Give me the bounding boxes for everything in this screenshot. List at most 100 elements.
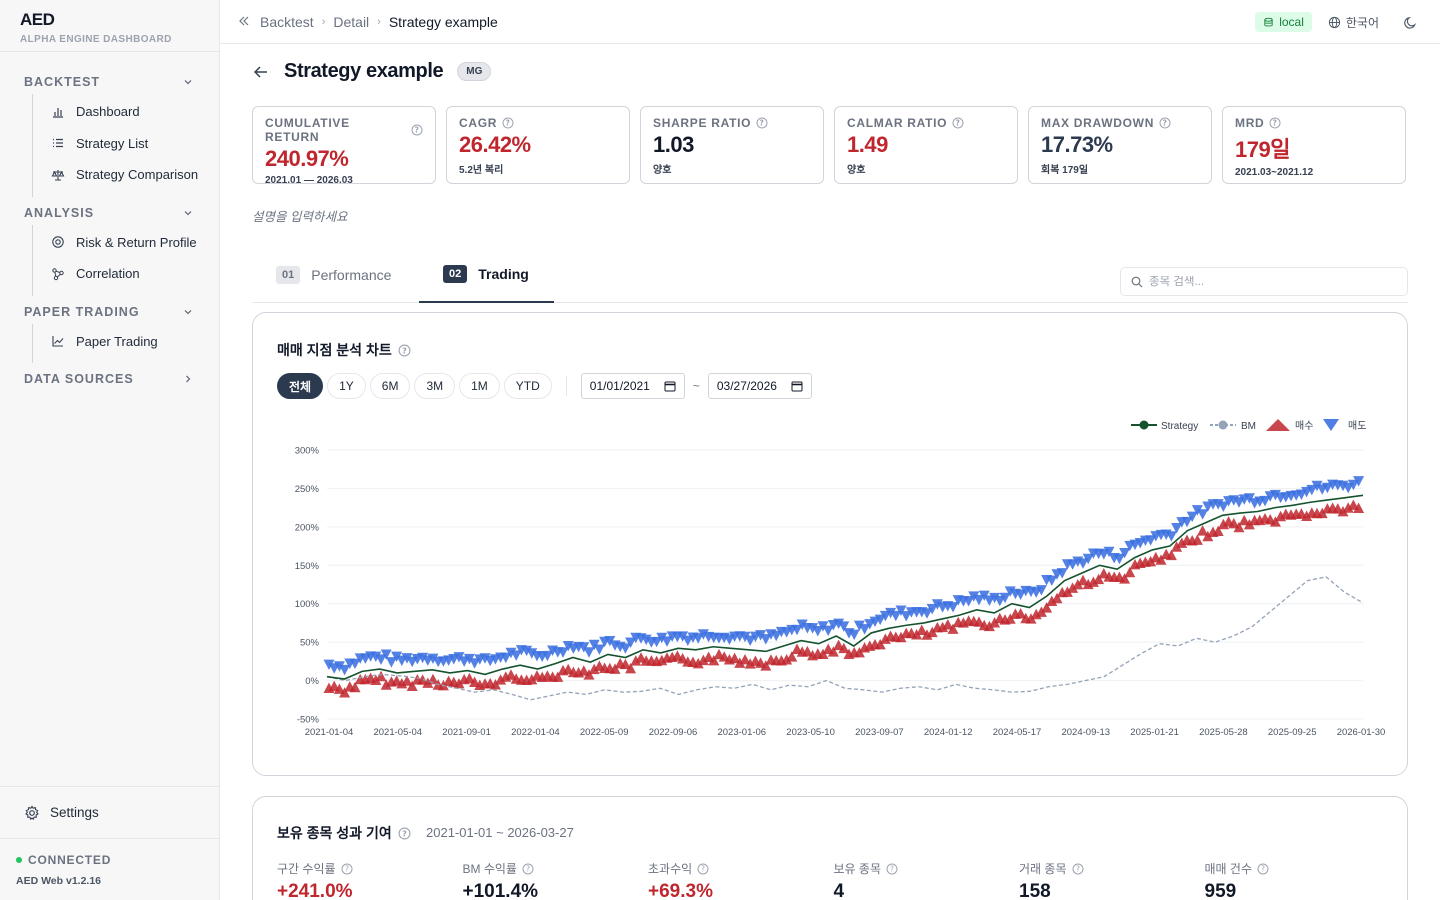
y-tick-label: -50%: [297, 715, 320, 726]
stock-search: [1120, 267, 1408, 296]
legend-sell[interactable]: 매도: [1323, 419, 1366, 432]
sidebar-item-label: Strategy List: [76, 135, 149, 151]
sell-marker: [604, 635, 616, 647]
tab-trading[interactable]: 02 Trading: [419, 246, 554, 303]
help-icon[interactable]: ?: [1072, 863, 1084, 875]
trade-markers: [323, 476, 1365, 698]
search-icon: [1131, 276, 1143, 287]
analysis-list: Risk & Return Profile Correlation: [32, 224, 219, 296]
moon-icon[interactable]: [1403, 15, 1418, 30]
collapse-sidebar-icon[interactable]: [238, 14, 250, 30]
sidebar-item-risk-return[interactable]: Risk & Return Profile: [33, 227, 219, 259]
sell-marker: [1056, 568, 1068, 579]
breadcrumb-detail[interactable]: Detail: [333, 13, 370, 30]
buy-marker: [1228, 517, 1240, 529]
legend-bm[interactable]: BM: [1210, 420, 1256, 433]
svg-text:?: ?: [1076, 864, 1080, 873]
sell-marker: [1197, 509, 1209, 520]
language-switcher[interactable]: 한국어: [1328, 14, 1379, 31]
settings-button[interactable]: Settings: [0, 786, 219, 838]
list-icon: [50, 135, 66, 151]
sell-marker: [931, 599, 943, 610]
sell-marker: [500, 652, 512, 664]
sell-marker: [963, 596, 975, 607]
metric-bm-return: BM 수익률? +101.4%: [463, 860, 649, 900]
section-data-sources[interactable]: DATA SOURCES: [0, 367, 219, 391]
sell-marker: [874, 614, 886, 626]
x-tick-label: 2021-01-04: [305, 727, 354, 738]
help-icon[interactable]: ?: [398, 344, 411, 357]
help-icon[interactable]: ?: [697, 863, 709, 875]
buy-marker: [1301, 510, 1313, 521]
help-icon[interactable]: ?: [756, 117, 768, 129]
range-1y-button[interactable]: 1Y: [327, 373, 366, 399]
kpi-sub: 회복 179일: [1041, 165, 1089, 176]
help-icon[interactable]: ?: [1257, 863, 1269, 875]
sidebar-item-strategy-list[interactable]: Strategy List: [33, 128, 219, 160]
metric-label: 매매 건수: [1204, 862, 1253, 876]
brand-title: AED: [20, 10, 55, 29]
sell-marker: [796, 619, 808, 630]
help-icon[interactable]: ?: [952, 117, 964, 129]
range-1m-button[interactable]: 1M: [459, 373, 500, 399]
sell-marker: [469, 658, 481, 669]
help-icon[interactable]: ?: [502, 117, 514, 129]
y-tick-label: 0%: [305, 676, 319, 687]
help-icon[interactable]: ?: [398, 827, 411, 840]
help-icon[interactable]: ?: [341, 863, 353, 875]
buy-marker: [973, 616, 985, 627]
buy-marker: [1197, 525, 1209, 536]
calendar-icon: [791, 381, 803, 392]
help-icon[interactable]: ?: [411, 124, 423, 136]
sell-marker: [848, 629, 860, 641]
sell-marker: [640, 634, 652, 646]
search-input[interactable]: [1149, 275, 1389, 288]
range-ytd-button[interactable]: YTD: [503, 373, 552, 399]
status-text: CONNECTED: [28, 853, 112, 867]
backtest-list: Dashboard Strategy List Strategy Compari…: [32, 94, 219, 197]
svg-text:?: ?: [1261, 864, 1265, 873]
sidebar-item-strategy-comparison[interactable]: Strategy Comparison: [33, 159, 219, 191]
help-icon[interactable]: ?: [886, 863, 898, 875]
sell-marker: [1259, 495, 1271, 507]
sidebar-item-label: Paper Trading: [76, 333, 158, 349]
range-6m-button[interactable]: 6M: [369, 373, 411, 399]
back-arrow-icon[interactable]: [252, 63, 270, 81]
sell-marker: [885, 607, 897, 619]
help-icon[interactable]: ?: [522, 863, 534, 875]
svg-text:BM: BM: [1241, 421, 1256, 432]
buy-marker: [630, 655, 642, 666]
range-all-button[interactable]: 전체: [277, 373, 324, 399]
kpi-sub: 2021.03~2021.12: [1235, 167, 1314, 178]
help-icon[interactable]: ?: [1159, 117, 1171, 129]
trade-points-chart[interactable]: Strategy BM 매수 매도 300% 250% 200% 150% 100% 50…: [253, 403, 1407, 753]
section-analysis[interactable]: ANALYSIS: [0, 201, 219, 225]
metric-label: 보유 종목: [833, 862, 882, 876]
date-from-input[interactable]: 01/01/2021: [580, 373, 685, 399]
target-icon: [50, 234, 66, 250]
sell-marker: [391, 651, 403, 663]
top-bar: Backtest › Detail › Strategy example loc…: [220, 0, 1440, 44]
buy-marker: [879, 633, 891, 644]
range-3m-button[interactable]: 3M: [414, 373, 456, 399]
description-field[interactable]: 설명을 입력하세요: [252, 210, 348, 224]
buy-marker: [786, 651, 798, 662]
svg-text:?: ?: [956, 119, 961, 128]
breadcrumb-backtest[interactable]: Backtest: [260, 13, 314, 30]
y-tick-label: 300%: [295, 446, 320, 457]
sell-marker: [1035, 585, 1047, 596]
trend-icon: [50, 333, 66, 349]
help-icon[interactable]: ?: [1269, 117, 1281, 129]
tab-performance[interactable]: 01 Performance: [276, 246, 391, 303]
sidebar-item-dashboard[interactable]: Dashboard: [33, 96, 219, 128]
date-to-input[interactable]: 03/27/2026: [707, 373, 812, 399]
legend-buy[interactable]: 매수: [1266, 419, 1313, 432]
buy-marker: [463, 672, 475, 684]
sidebar-item-paper-trading[interactable]: Paper Trading: [33, 326, 219, 358]
sidebar-item-label: Dashboard: [76, 104, 140, 120]
section-paper-trading[interactable]: PAPER TRADING: [0, 300, 219, 324]
sidebar-item-correlation[interactable]: Correlation: [33, 258, 219, 290]
svg-text:?: ?: [526, 864, 530, 873]
section-backtest[interactable]: BACKTEST: [0, 70, 219, 94]
legend-strategy[interactable]: Strategy: [1131, 420, 1198, 433]
